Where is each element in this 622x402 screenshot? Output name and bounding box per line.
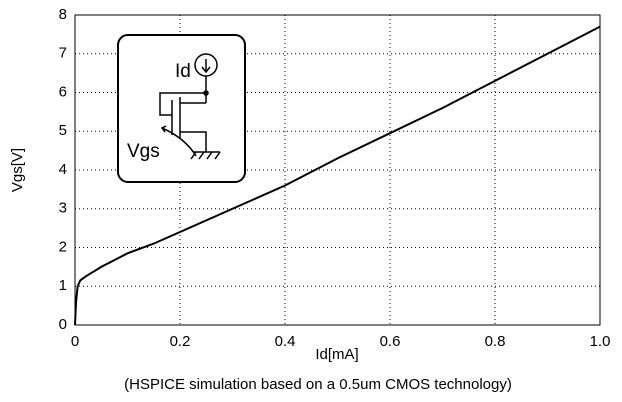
y-tick-label: 7 (59, 45, 67, 62)
x-tick-label: 0.2 (170, 333, 191, 350)
x-tick-label: 0.6 (380, 333, 401, 350)
inset-label: Id (175, 61, 191, 82)
y-tick-label: 4 (59, 161, 67, 178)
circuit-inset (117, 34, 246, 183)
x-tick-label: 0.8 (485, 333, 506, 350)
x-tick-label: 0.4 (275, 333, 296, 350)
inset-label: Vgs (127, 141, 160, 162)
y-tick-label: 5 (59, 122, 67, 139)
x-tick-label: 0 (71, 333, 79, 350)
y-axis-label: Vgs[V] (9, 148, 26, 192)
y-tick-label: 1 (59, 277, 67, 294)
y-tick-label: 0 (59, 316, 67, 333)
x-tick-label: 1.0 (590, 333, 611, 350)
y-tick-label: 8 (59, 6, 67, 23)
y-tick-label: 6 (59, 83, 67, 100)
x-axis-label: Id[mA] (315, 346, 358, 363)
caption: (HSPICE simulation based on a 0.5um CMOS… (124, 376, 512, 393)
y-tick-label: 3 (59, 200, 67, 217)
data-line (74, 25, 601, 326)
y-tick-label: 2 (59, 238, 67, 255)
